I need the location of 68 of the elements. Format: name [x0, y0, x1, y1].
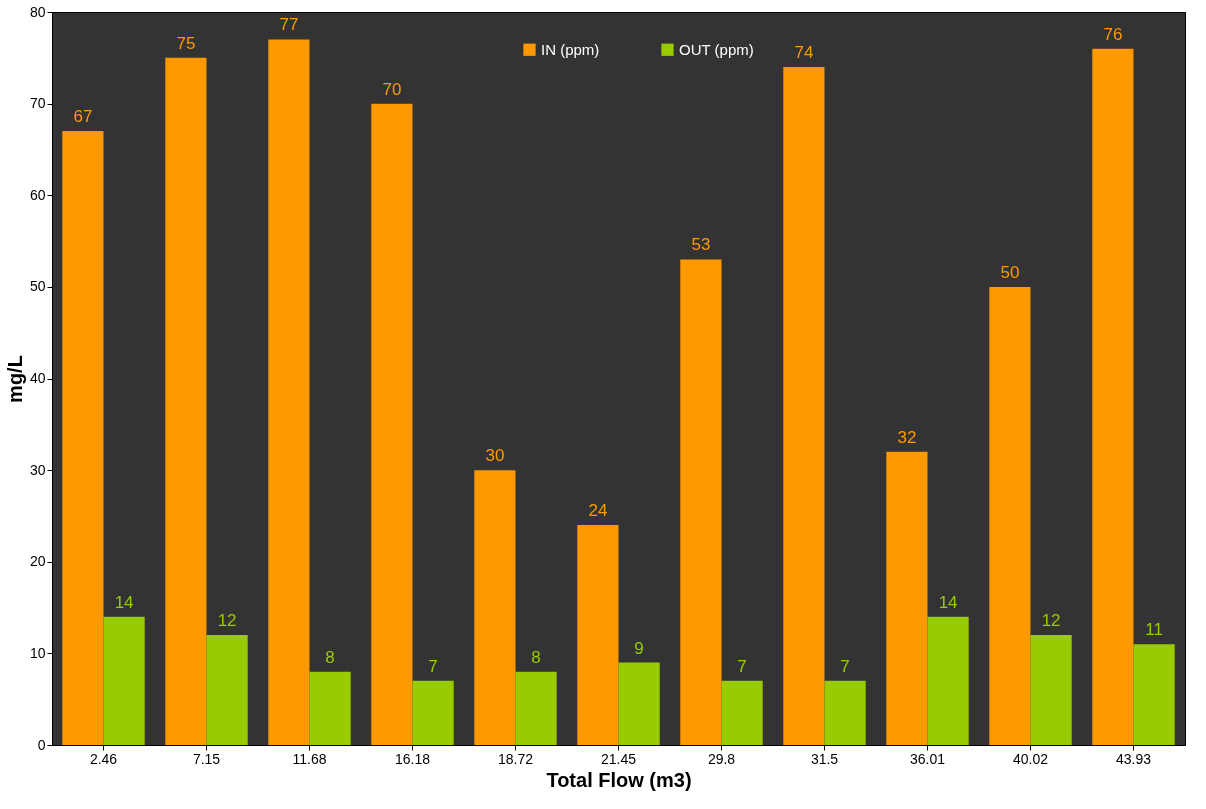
bar	[474, 470, 516, 745]
data-label: 8	[325, 647, 335, 667]
bar	[515, 671, 557, 745]
bar	[412, 680, 454, 745]
y-tick-label: 60	[29, 186, 46, 203]
data-label: 30	[485, 446, 505, 466]
data-label: 67	[73, 107, 93, 127]
x-tick-label: 31.5	[810, 750, 839, 767]
data-label: 53	[691, 235, 711, 255]
x-tick-label: 11.68	[292, 750, 327, 767]
bar	[577, 525, 619, 745]
data-label: 14	[114, 592, 134, 612]
bar	[62, 131, 104, 745]
x-tick-label: 18.72	[497, 750, 534, 767]
data-label: 12	[1041, 611, 1061, 631]
y-tick-label: 0	[37, 736, 46, 753]
bar	[268, 39, 310, 745]
x-tick-label: 21.45	[600, 750, 637, 767]
data-label: 14	[938, 592, 958, 612]
bar	[989, 286, 1031, 745]
y-tick-label: 50	[29, 278, 46, 295]
y-tick-label: 40	[29, 370, 46, 386]
y-tick-label: 70	[29, 95, 46, 112]
bar	[206, 635, 248, 745]
x-tick-label: 7.15	[192, 750, 221, 767]
bar	[824, 680, 866, 745]
data-label: 8	[531, 647, 541, 667]
x-tick-label: 43.93	[1115, 750, 1152, 767]
x-tick-label: 40.02	[1012, 750, 1049, 767]
y-axis-title: mg/L	[3, 355, 26, 403]
x-tick-label: 36.01	[909, 750, 946, 767]
x-tick-label: 16.18	[394, 750, 431, 767]
data-label: 77	[279, 15, 299, 35]
legend-label: IN (ppm)	[541, 40, 600, 58]
y-tick-label: 20	[29, 553, 46, 570]
data-label: 74	[794, 42, 814, 62]
y-tick-label: 80	[29, 3, 46, 20]
data-label: 11	[1145, 620, 1163, 640]
bar	[680, 259, 722, 745]
bar	[309, 671, 351, 745]
data-label: 24	[588, 501, 608, 521]
data-label: 7	[737, 656, 747, 676]
data-label: 7	[428, 656, 438, 676]
bar	[783, 66, 825, 745]
data-label: 7	[840, 656, 850, 676]
data-label: 70	[382, 79, 402, 99]
bar	[618, 662, 660, 745]
bar	[165, 57, 207, 745]
data-label: 12	[217, 611, 237, 631]
data-label: 75	[176, 33, 196, 53]
data-label: 9	[634, 638, 644, 658]
legend-label: OUT (ppm)	[679, 40, 754, 58]
x-axis-title: Total Flow (m3)	[546, 768, 692, 791]
data-label: 76	[1103, 24, 1123, 44]
data-label: 32	[897, 427, 917, 447]
data-label: 50	[1000, 262, 1020, 282]
x-tick-label: 2.46	[89, 750, 118, 767]
bar	[1030, 635, 1072, 745]
x-tick-label: 29.8	[707, 750, 736, 767]
bar	[721, 680, 763, 745]
bar	[1092, 48, 1134, 745]
y-tick-label: 30	[29, 461, 46, 478]
bar	[927, 616, 969, 745]
bar	[103, 616, 145, 745]
bar	[371, 103, 413, 745]
bar	[886, 451, 928, 745]
y-tick-label: 10	[29, 644, 46, 661]
bar	[1133, 644, 1175, 745]
